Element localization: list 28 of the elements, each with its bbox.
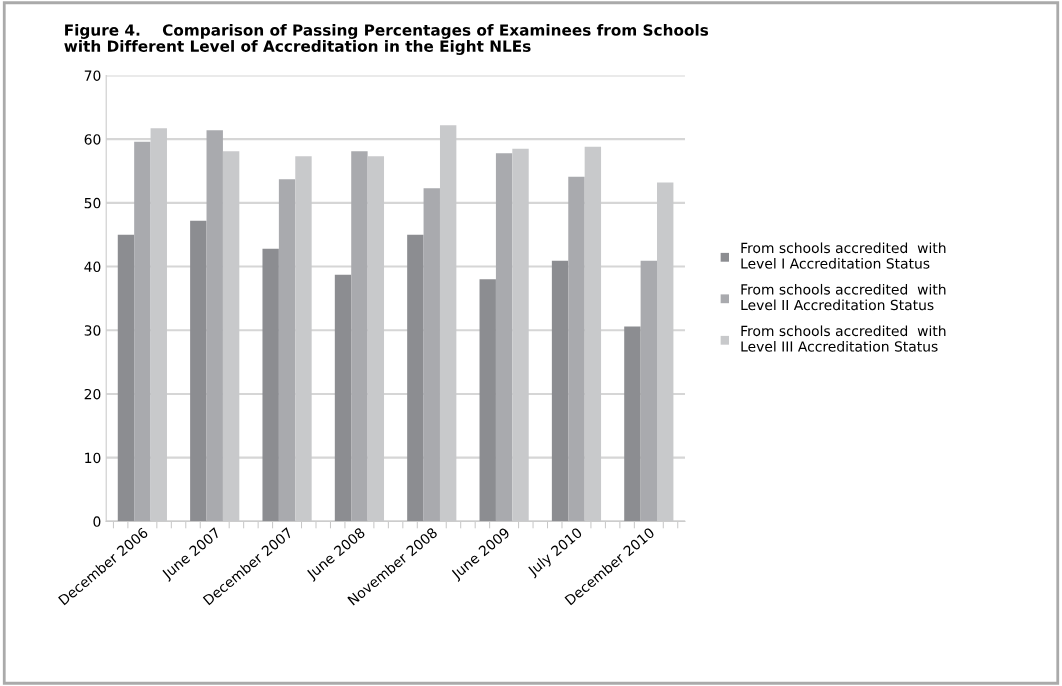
y-tick-label: 50: [84, 197, 101, 209]
bar: [551, 260, 569, 522]
y-tick-label: 60: [84, 134, 101, 145]
y-tick-label: 20: [84, 388, 101, 400]
bar: [640, 260, 658, 522]
y-tick-label: 0: [93, 516, 101, 527]
bar: [334, 274, 352, 522]
bar: [117, 234, 135, 522]
legend-label: From schools accredited with Level III Accreditation Status: [741, 325, 946, 352]
bar: [423, 188, 440, 522]
bar: [190, 220, 207, 522]
bar: [479, 279, 496, 522]
y-tick-label: 30: [84, 325, 101, 336]
y-tick-label: 70: [84, 70, 101, 81]
bar: [495, 153, 513, 522]
y-tick-label: 10: [85, 452, 101, 464]
bar: [407, 234, 424, 522]
bar: [278, 179, 296, 522]
chart-title: Figure 4. Comparison of Passing Percentages of Examinees from Schools with Different Level of Accreditation in the Eight NLEs: [64, 24, 709, 55]
bar: [624, 326, 641, 522]
y-tick-label: 40: [84, 261, 101, 273]
legend-label: From schools accredited with Level II Accreditation Status: [741, 283, 946, 311]
bar: [351, 151, 368, 522]
bar: [206, 130, 223, 522]
bar: [134, 141, 151, 522]
legend-label: From schools accredited with Level I Accreditation Status: [741, 242, 946, 269]
bar: [262, 248, 279, 522]
bar: [568, 176, 585, 522]
